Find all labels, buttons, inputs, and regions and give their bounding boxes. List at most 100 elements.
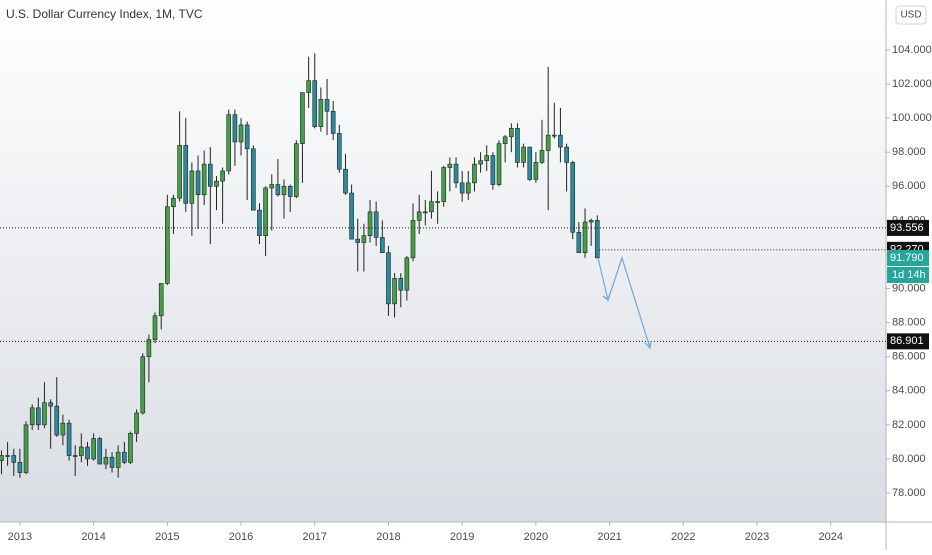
candle-body: [232, 114, 238, 143]
candle-body: [36, 407, 41, 426]
candle-body: [361, 235, 367, 243]
candle-body: [195, 170, 201, 196]
candle-body: [527, 146, 533, 180]
candle-body: [398, 277, 404, 291]
candle-body: [484, 155, 490, 162]
candle-body: [287, 185, 293, 197]
candle-body: [281, 185, 287, 196]
candle-body: [109, 456, 115, 468]
y-tick-label: 86.000: [892, 351, 926, 363]
candle-body: [490, 155, 496, 185]
x-tick-label: 2014: [81, 531, 105, 543]
candle-body: [373, 211, 379, 238]
candle-body: [306, 80, 311, 93]
candle-body: [275, 184, 281, 196]
candle-body: [343, 168, 348, 194]
candle-body: [140, 356, 146, 414]
candle-body: [416, 211, 422, 221]
candle-body: [122, 451, 127, 463]
candle-body: [312, 80, 318, 127]
candle-body: [115, 451, 121, 468]
candle-body: [465, 182, 471, 194]
candle-body: [201, 163, 207, 196]
candle-body: [502, 136, 508, 144]
candle-body: [263, 187, 268, 236]
arrow-head: [602, 293, 652, 350]
currency-button[interactable]: [895, 5, 927, 25]
candle-body: [214, 180, 219, 187]
candle-body: [478, 160, 483, 165]
candle-body: [146, 339, 152, 357]
candle-body: [564, 146, 569, 163]
candle-body: [152, 315, 158, 340]
last-price-box: [887, 250, 929, 267]
candle-body: [472, 163, 477, 184]
candle-body: [423, 211, 428, 214]
candle-body: [269, 184, 275, 189]
x-tick-label: 2016: [229, 531, 253, 543]
candle-body: [91, 438, 96, 460]
y-tick-label: 98.000: [892, 146, 926, 158]
candle-body: [134, 412, 139, 434]
candle-body: [60, 422, 66, 436]
x-tick-label: 2020: [524, 531, 548, 543]
candle-body: [220, 170, 225, 182]
candle-body: [318, 99, 324, 127]
y-tick-label: 96.000: [892, 180, 926, 192]
candle-body: [103, 456, 109, 465]
candle-body: [244, 124, 250, 150]
candle-body: [367, 211, 373, 236]
candle-body: [128, 433, 133, 463]
candle-body: [238, 124, 244, 143]
candle-body: [257, 209, 262, 236]
candle-body: [300, 92, 305, 144]
candle-body: [441, 167, 447, 202]
candle-body: [447, 163, 453, 168]
candle-body: [336, 133, 342, 170]
x-tick-label: 2024: [818, 531, 842, 543]
x-tick-label: 2023: [745, 531, 769, 543]
level-label: 93.556: [890, 222, 924, 234]
plot-background: [0, 0, 886, 522]
candle-body: [380, 237, 385, 254]
candle-body: [570, 162, 576, 233]
candle-body: [404, 257, 410, 291]
candle-body: [183, 145, 189, 204]
y-tick-label: 84.000: [892, 385, 926, 397]
candle-body: [48, 402, 53, 407]
candle-body: [539, 150, 545, 163]
candle-body: [226, 114, 232, 172]
candle-body: [533, 162, 539, 180]
x-tick-label: 2022: [671, 531, 695, 543]
x-tick-label: 2021: [597, 531, 621, 543]
x-tick-label: 2017: [303, 531, 327, 543]
candle-body: [23, 424, 29, 473]
candle-body: [521, 146, 526, 163]
candle-body: [349, 192, 354, 240]
y-tick-label: 100.000: [892, 112, 932, 124]
y-tick-label: 104.000: [892, 44, 932, 56]
candle-body: [54, 405, 60, 436]
y-tick-label: 78.000: [892, 487, 926, 499]
candle-body: [11, 455, 17, 463]
candle-body: [594, 220, 600, 259]
projection-arrow: [597, 256, 651, 349]
y-tick-label: 90.000: [892, 282, 926, 294]
level-box: [887, 333, 929, 350]
candle-body: [515, 128, 520, 163]
candle-body: [177, 145, 182, 199]
y-tick-label: 82.000: [892, 419, 926, 431]
level-label: 86.901: [890, 335, 924, 347]
candle-body: [330, 110, 336, 134]
currency-label[interactable]: USD: [900, 10, 921, 21]
candle-body: [72, 455, 78, 457]
candle-body: [582, 221, 588, 254]
x-tick-label: 2015: [155, 531, 179, 543]
countdown-box: [887, 267, 929, 284]
chart-title: U.S. Dollar Currency Index, 1M, TVC: [6, 7, 203, 21]
candle-body: [17, 462, 23, 473]
x-tick-label: 2019: [450, 531, 474, 543]
candle-body: [392, 277, 397, 305]
candle-body: [386, 252, 391, 305]
